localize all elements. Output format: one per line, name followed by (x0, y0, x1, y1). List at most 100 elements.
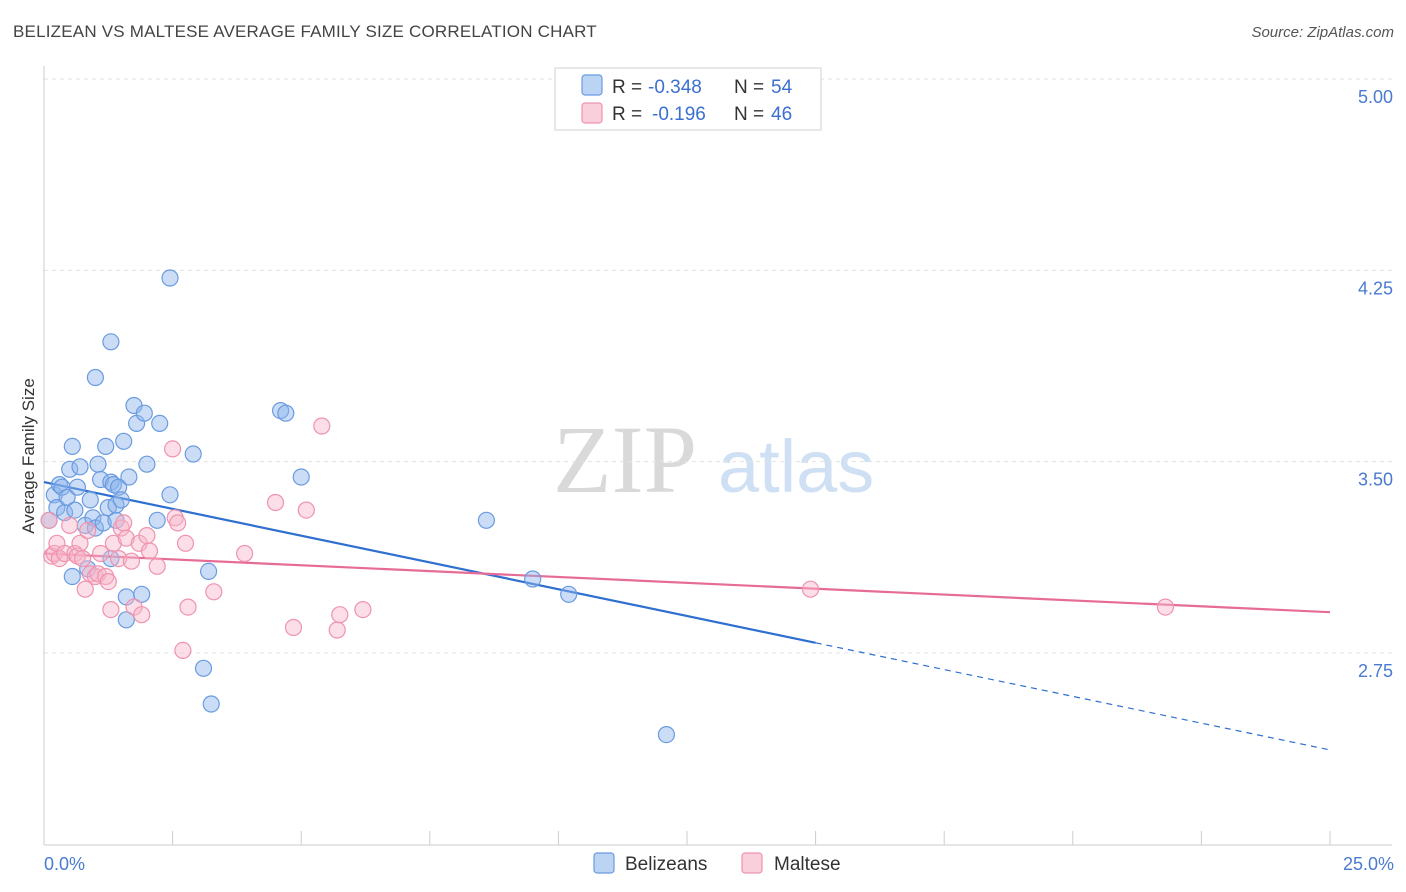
maltese-point (109, 549, 128, 568)
series-legend-swatch-maltese (741, 852, 763, 874)
belizean-point (277, 404, 295, 422)
watermark-zip: ZIP (553, 406, 697, 513)
maltese-point (73, 549, 92, 568)
belizean-point (91, 470, 110, 489)
maltese-point (79, 521, 97, 540)
belizean-point (117, 611, 135, 629)
maltese-point (313, 417, 331, 435)
belizean-point (109, 478, 128, 496)
maltese-point (115, 514, 133, 532)
watermark-atlas: atlas (718, 425, 874, 508)
belizean-point (68, 478, 87, 496)
maltese-point (122, 552, 140, 570)
belizean-point (135, 404, 153, 422)
maltese-point (205, 583, 223, 601)
belizean-point (120, 468, 138, 486)
y-tick-label: 3.50 (1358, 470, 1393, 490)
belizean-point (148, 511, 166, 529)
maltese-point (140, 542, 159, 560)
legend-r-value-2: -0.196 (652, 104, 706, 125)
legend-n-value-2: 46 (771, 104, 792, 125)
belizean-point (61, 460, 79, 478)
belizean-point (161, 486, 179, 504)
belizean-point (63, 437, 81, 455)
belizean-point (81, 491, 99, 509)
maltese-point (354, 600, 372, 619)
maltese-point (104, 534, 123, 552)
belizean-point (292, 468, 310, 486)
maltese-point (801, 580, 820, 598)
x-tick-label-min: 0.0% (44, 854, 85, 874)
belizean-point (477, 511, 495, 529)
maltese-point (328, 621, 346, 639)
belizean-point (71, 458, 89, 476)
belizean-point (63, 567, 81, 586)
maltese-point (266, 493, 285, 512)
maltese-point (138, 526, 156, 545)
belizean-point (50, 476, 69, 494)
maltese-point (99, 572, 117, 591)
maltese-point (102, 600, 120, 619)
y-tick-label: 5.00 (1358, 87, 1393, 107)
data-points (40, 269, 1175, 744)
legend-n-label-2: N = (734, 104, 764, 125)
stats-legend: R = -0.348 N = 54 R = -0.196 N = 46 (554, 67, 822, 131)
belizean-point (194, 659, 213, 677)
belizean-point (524, 570, 542, 588)
trend-lines (43, 480, 1331, 751)
belizean-point (133, 585, 151, 603)
belizean-point (58, 488, 76, 506)
maltese-point (297, 501, 315, 519)
maltese-point (169, 514, 187, 532)
maltese-point (1156, 598, 1175, 616)
legend-r-label-1: R = (612, 77, 642, 98)
maltese-point (133, 606, 151, 624)
series-legend-swatch-belizeans (593, 852, 615, 874)
maltese-point (176, 534, 195, 552)
maltese-point (164, 440, 182, 458)
y-tick-label: 2.75 (1358, 661, 1393, 681)
belizean-point (107, 496, 125, 514)
maltese-point (179, 598, 197, 616)
x-tick-label-max: 25.0% (1343, 854, 1394, 874)
legend-swatch-belizeans (581, 74, 603, 96)
legend-swatch-maltese (581, 102, 603, 124)
belizean-point (161, 269, 179, 287)
series-legend-label-maltese: Maltese (774, 854, 841, 875)
grid (44, 78, 1392, 654)
belizean-point (200, 562, 218, 581)
legend-r-label-2: R = (612, 104, 642, 125)
series-legend-label-belizeans: Belizeans (625, 854, 707, 875)
belizean-point (94, 514, 112, 532)
belizean-point (115, 432, 133, 450)
y-tick-label: 4.25 (1358, 278, 1393, 298)
belizean-point (657, 725, 676, 744)
legend-n-label-1: N = (734, 77, 764, 98)
belizean-point (86, 368, 105, 387)
belizean-trend-line (43, 480, 816, 644)
belizean-point (151, 414, 169, 432)
maltese-point (174, 641, 192, 660)
belizean-point (138, 455, 156, 473)
axes: 2.75 3.50 4.25 5.00 (43, 66, 1393, 846)
belizean-point (102, 333, 120, 351)
belizean-point (184, 445, 202, 463)
belizean-point (66, 501, 84, 519)
maltese-trend-line (43, 552, 1331, 614)
chart-title: BELIZEAN VS MALTESE AVERAGE FAMILY SIZE … (13, 22, 597, 41)
chart-source: Source: ZipAtlas.com (1251, 24, 1394, 41)
maltese-point (61, 516, 79, 535)
maltese-point (117, 529, 135, 547)
maltese-point (148, 557, 166, 575)
maltese-point (331, 606, 349, 624)
belizean-point (97, 437, 115, 455)
maltese-point (76, 580, 94, 598)
legend-n-value-1: 54 (771, 77, 793, 98)
belizean-point (84, 509, 102, 527)
maltese-point (284, 618, 303, 637)
legend-r-value-1: -0.348 (648, 77, 702, 98)
belizean-point (202, 695, 220, 713)
y-axis-label: Average Family Size (19, 378, 38, 534)
maltese-point (236, 544, 254, 563)
